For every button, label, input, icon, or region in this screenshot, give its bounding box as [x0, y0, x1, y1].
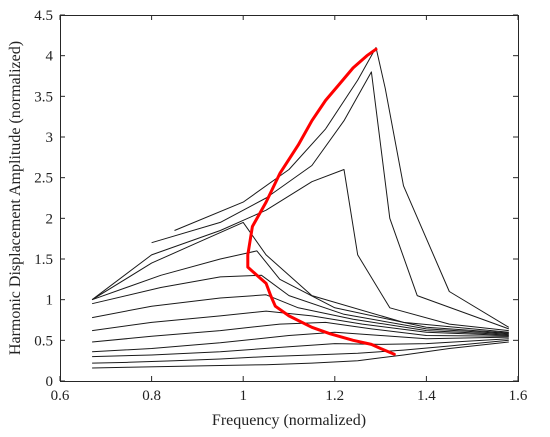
y-tick-label: 3 — [46, 130, 54, 146]
y-tick-label: 4.5 — [34, 8, 53, 24]
response-curve-line — [151, 71, 509, 330]
response-curve-line — [91, 169, 509, 332]
x-tick-label: 1 — [239, 388, 247, 404]
y-tick-label: 2.5 — [34, 171, 53, 187]
x-tick-label: 0.6 — [51, 388, 70, 404]
response-curve-line — [92, 341, 509, 369]
x-tick-label: 1.4 — [417, 388, 436, 404]
backbone-line — [246, 47, 396, 356]
x-tick-label: 1.6 — [509, 388, 528, 404]
backbone-curve — [246, 47, 396, 356]
response-curve-line — [92, 310, 509, 336]
x-axis-label: Frequency (normalized) — [212, 412, 366, 429]
y-tick-label: 4 — [46, 49, 54, 65]
response-curve-line — [174, 47, 510, 328]
y-tick-label: 0.5 — [34, 333, 53, 349]
response-curve-line — [92, 331, 509, 353]
x-axis-ticks: 0.6 0.8 1 1.2 1.4 1.6 — [51, 15, 528, 404]
response-curve-line — [91, 250, 509, 334]
y-tick-label: 3.5 — [34, 89, 53, 105]
x-tick-label: 0.8 — [142, 388, 161, 404]
response-curve-line — [92, 321, 509, 343]
response-curve-line — [92, 294, 509, 336]
response-curve-line — [91, 221, 509, 333]
response-curve-line — [91, 274, 509, 335]
response-curve-line — [92, 339, 509, 364]
y-tick-label: 1.5 — [34, 252, 53, 268]
plot-frame — [60, 15, 519, 382]
y-tick-label: 2 — [46, 211, 54, 227]
y-axis-label: Harmonic Displacement Amplitude (normali… — [7, 41, 24, 355]
response-curve-line — [92, 338, 509, 358]
response-curves — [91, 47, 510, 369]
y-tick-label: 1 — [46, 293, 54, 309]
x-tick-label: 1.2 — [325, 388, 344, 404]
y-axis-ticks: 0 0.5 1 1.5 2 2.5 3 3.5 4 4.5 — [34, 8, 518, 390]
y-tick-label: 0 — [46, 374, 54, 390]
